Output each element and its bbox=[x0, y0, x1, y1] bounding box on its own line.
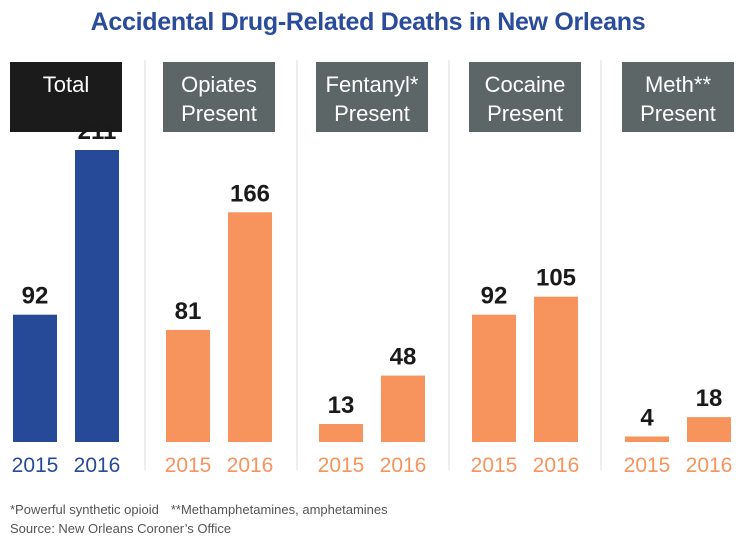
chart-title: Accidental Drug-Related Deaths in New Or… bbox=[90, 8, 646, 36]
panel-header-label: Cocaine bbox=[485, 72, 566, 97]
bar-value-label: 166 bbox=[230, 180, 270, 207]
panel-header-label: Present bbox=[640, 101, 716, 126]
panel-header bbox=[469, 62, 581, 132]
x-tick-label: 2015 bbox=[165, 454, 212, 477]
source-note: Source: New Orleans Coroner’s Office bbox=[10, 521, 232, 536]
bar bbox=[625, 436, 669, 442]
x-tick-label: 2016 bbox=[533, 454, 580, 477]
bar bbox=[472, 314, 516, 442]
bar bbox=[319, 424, 363, 442]
bar-value-label: 211 bbox=[78, 118, 117, 145]
bar-value-label: 4 bbox=[640, 404, 654, 431]
panel-header-label: Total bbox=[43, 72, 89, 97]
bar-value-label: 48 bbox=[390, 344, 417, 371]
footnotes: *Powerful synthetic opioid **Methamphetam… bbox=[10, 500, 388, 538]
footnote-meth: **Methamphetamines, amphetamines bbox=[170, 502, 388, 517]
bar-value-label: 18 bbox=[696, 385, 723, 412]
x-tick-label: 2015 bbox=[624, 454, 671, 477]
panel-header-label: Present bbox=[487, 101, 563, 126]
panel-header bbox=[316, 62, 428, 132]
bar-value-label: 81 bbox=[175, 298, 202, 325]
bar-chart: Total 92 2015 211 2016 Opiates Present 81 2015 16… bbox=[10, 60, 734, 477]
panel-header-label: Present bbox=[334, 101, 410, 126]
bar bbox=[534, 296, 578, 442]
x-tick-label: 2015 bbox=[12, 454, 59, 477]
bar bbox=[13, 314, 57, 442]
bar bbox=[381, 375, 425, 442]
panel-header bbox=[10, 62, 122, 132]
bar-value-label: 92 bbox=[22, 283, 49, 310]
bar bbox=[166, 329, 210, 442]
panel-header-label: Present bbox=[181, 101, 257, 126]
bar-value-label: 13 bbox=[328, 392, 355, 419]
footnote-line: *Powerful synthetic opioid **Methamphetam… bbox=[10, 500, 388, 519]
x-tick-label: 2016 bbox=[74, 454, 121, 477]
x-tick-label: 2016 bbox=[686, 454, 733, 477]
bar bbox=[75, 150, 119, 442]
panel-header-label: Meth** bbox=[645, 72, 711, 97]
panel-header bbox=[622, 62, 734, 132]
bar bbox=[687, 417, 731, 442]
x-tick-label: 2016 bbox=[380, 454, 427, 477]
panel-header-label: Fentanyl* bbox=[326, 72, 419, 97]
panel-header-label: Opiates bbox=[181, 72, 257, 97]
footnote-fentanyl: *Powerful synthetic opioid bbox=[10, 502, 159, 517]
x-tick-label: 2015 bbox=[471, 454, 518, 477]
bar-value-label: 105 bbox=[536, 265, 576, 292]
x-tick-label: 2015 bbox=[318, 454, 365, 477]
bar bbox=[228, 212, 272, 442]
panel-header bbox=[163, 62, 275, 132]
bar-value-label: 92 bbox=[481, 283, 508, 310]
x-tick-label: 2016 bbox=[227, 454, 274, 477]
